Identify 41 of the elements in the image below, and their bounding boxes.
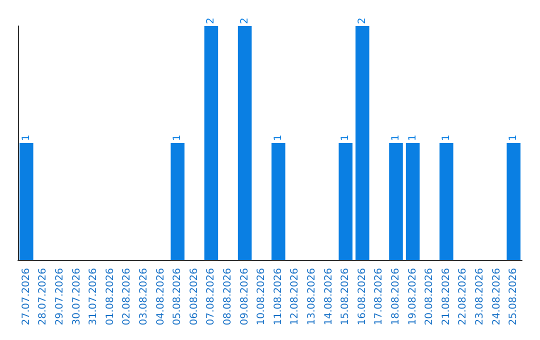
x-tick-label: 25.08.2026 [508, 268, 520, 326]
x-tick-label: 24.08.2026 [491, 268, 502, 326]
x-tick-label: 31.07.2026 [88, 268, 100, 326]
x-tick-label: 20.08.2026 [424, 268, 436, 326]
x-tick-label: 27.07.2026 [20, 268, 32, 326]
x-tick-label: 06.08.2026 [188, 268, 200, 326]
data-label: 2 [356, 18, 368, 24]
x-tick-label: 30.07.2026 [71, 268, 82, 326]
x-tick-label: 11.08.2026 [272, 268, 284, 326]
data-label: 1 [440, 134, 452, 141]
x-tick-label: 28.07.2026 [38, 268, 49, 326]
x-tick-label: 09.08.2026 [239, 268, 250, 326]
x-tick-label: 16.08.2026 [356, 268, 368, 326]
x-tick-label: 17.08.2026 [374, 268, 385, 326]
data-label: 1 [508, 134, 520, 141]
x-tick-label: 01.08.2026 [104, 268, 116, 326]
data-label: 1 [272, 134, 284, 141]
x-tick-label: 04.08.2026 [155, 268, 166, 326]
x-tick-label: 15.08.2026 [340, 268, 352, 326]
data-label: 1 [390, 134, 402, 141]
data-label: 1 [172, 134, 184, 141]
x-tick-label: 19.08.2026 [407, 268, 418, 326]
x-tick-label: 08.08.2026 [222, 268, 234, 326]
x-tick-label: 12.08.2026 [290, 268, 301, 326]
x-tick-label: 14.08.2026 [323, 268, 334, 326]
x-tick-label: 18.08.2026 [390, 268, 402, 326]
x-tick-label: 13.08.2026 [306, 268, 318, 326]
x-tick-label: 23.08.2026 [474, 268, 486, 326]
x-tick-label: 05.08.2026 [172, 268, 184, 326]
data-label: 1 [340, 134, 352, 141]
x-tick-label: 21.08.2026 [440, 268, 452, 326]
x-tick-label: 22.08.2026 [458, 268, 469, 326]
data-label: 1 [20, 134, 32, 141]
data-label: 1 [407, 134, 418, 141]
x-tick-label: 07.08.2026 [206, 268, 217, 326]
x-tick-label: 29.07.2026 [54, 268, 66, 326]
data-label: 2 [206, 18, 217, 24]
x-tick-label: 10.08.2026 [256, 268, 268, 326]
x-tick-label: 02.08.2026 [122, 268, 133, 326]
data-label: 2 [239, 18, 250, 24]
x-tick-label: 03.08.2026 [138, 268, 150, 326]
